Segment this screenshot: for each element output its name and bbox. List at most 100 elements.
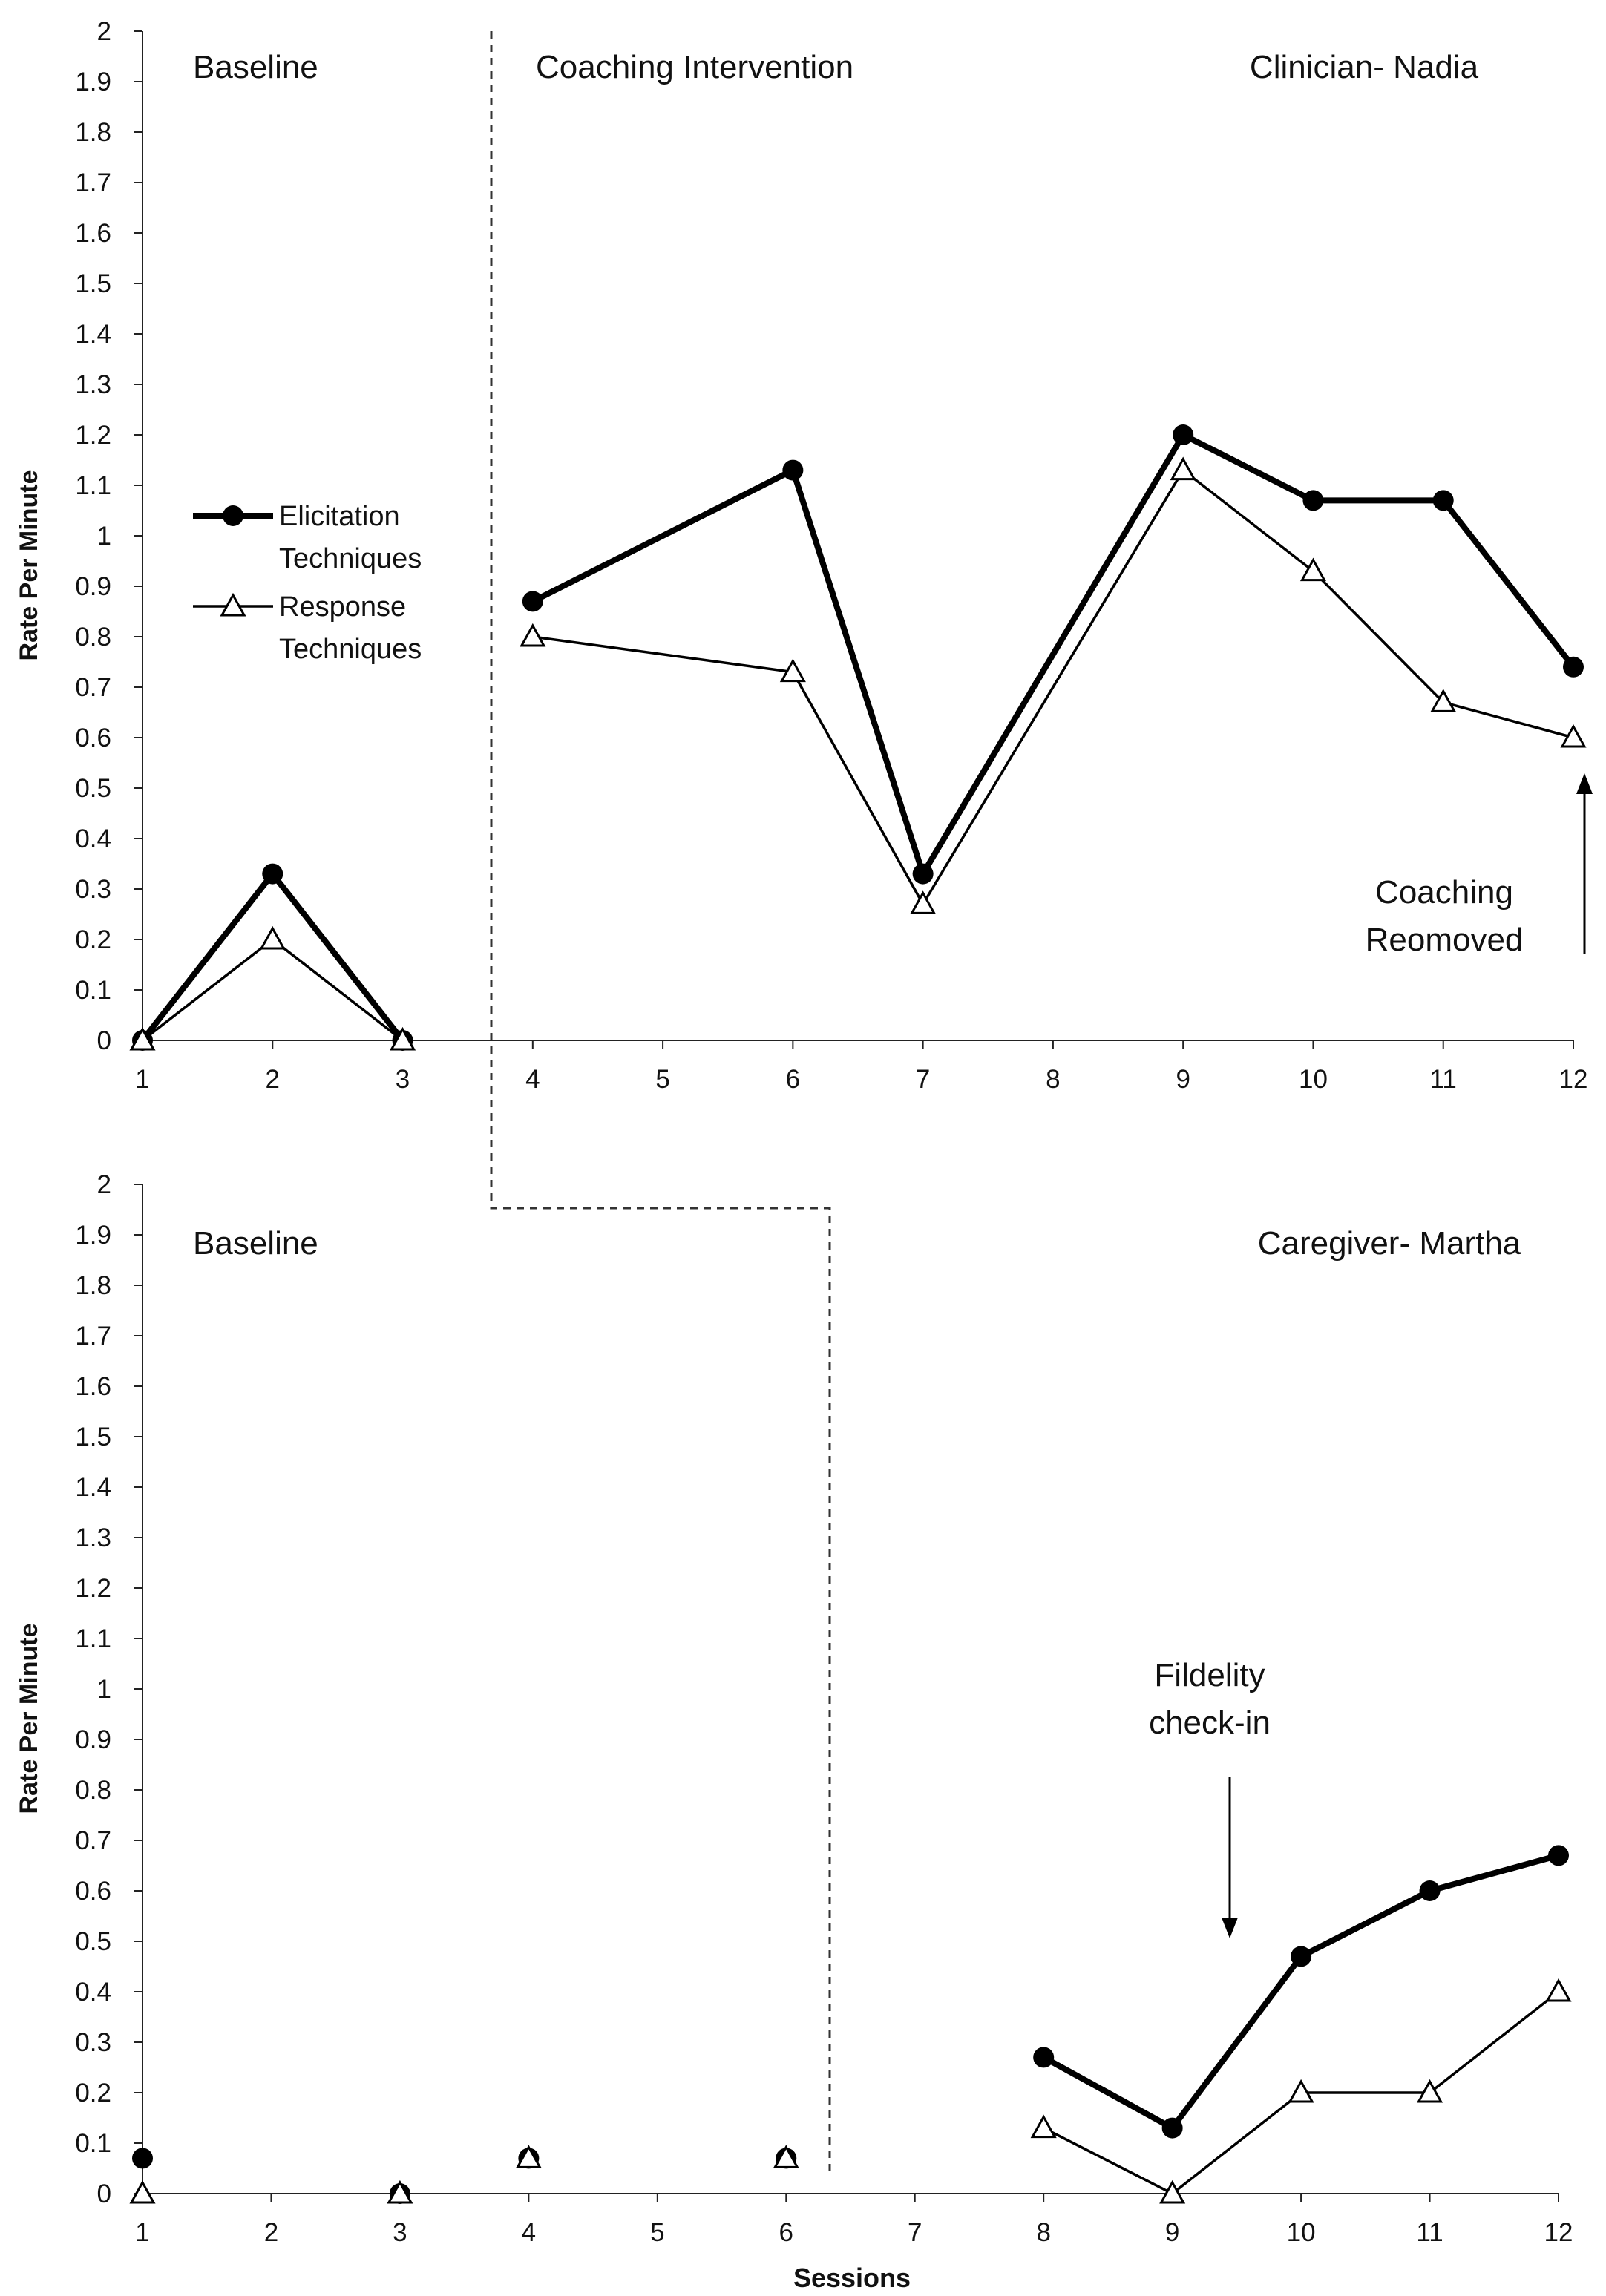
x-axis-label: Sessions [793,2263,911,2293]
y-tick-label: 0.5 [75,774,111,803]
data-point-circle [1302,490,1324,511]
data-point-triangle [129,1026,156,1051]
y-tick-label: 1.1 [75,471,111,500]
x-tick-label: 8 [1036,2218,1050,2247]
top-chart-panel: 0 0.1 0.2 0.3 0.4 0.5 0.6 0.7 0.8 0.9 1 1.1 1.2 1.3 1.… [15,17,1593,1094]
y-tick-label: 0.6 [75,724,111,752]
participant-label: Clinician- Nadia [1250,49,1479,85]
series-line [140,870,405,1043]
series-response [129,1978,1572,2204]
annotation-text: Coaching [1375,874,1513,911]
y-tick-label: 1.3 [75,1523,111,1552]
data-point-triangle [1288,2079,1314,2103]
y-tick-label: 0.5 [75,1927,111,1956]
y-tick-label: 0.2 [75,2079,111,2108]
x-tick-label: 11 [1430,1065,1457,1094]
y-tick-label: 1.8 [75,1271,111,1300]
series-line [531,432,1576,877]
data-point-triangle [1545,1978,1572,2002]
x-tick-label: 7 [916,1065,930,1094]
data-point-triangle [1299,557,1326,582]
y-tick-label: 0.3 [75,2028,111,2057]
x-tick-label: 5 [650,2218,664,2247]
annotation: Coaching Reomoved [1366,773,1593,958]
y-tick-label: 1.6 [75,1372,111,1401]
x-tick-label: 1 [135,2218,149,2247]
x-tick-label: 8 [1046,1065,1060,1094]
y-tick-label: 1.9 [75,1221,111,1250]
annotation-text: Reomoved [1366,922,1524,958]
y-tick-label: 0 [97,1026,111,1055]
y-tick-label: 1.3 [75,370,111,399]
data-point-triangle [520,623,546,647]
annotation-text: Fildelity [1154,1657,1265,1693]
data-point-circle [522,591,543,612]
data-point-triangle [1170,456,1196,481]
y-tick-label: 0.7 [75,673,111,702]
data-point-circle [1291,1946,1312,1967]
legend-label: Techniques [279,543,422,574]
y-tick-label: 2 [97,17,111,46]
y-tick-label: 0.1 [75,2129,111,2158]
y-tick-label: 0.8 [75,623,111,652]
legend-label: Elicitation [279,501,400,532]
legend-marker-circle [223,505,243,526]
x-tick-label: 9 [1176,1065,1190,1094]
data-point-circle [262,863,283,885]
x-tick-label: 7 [908,2218,922,2247]
data-point-circle [782,459,804,481]
data-point-triangle [259,925,286,950]
y-tick-label: 1.7 [75,1322,111,1351]
phase-label: Baseline [193,1225,318,1262]
y-tick-label: 2 [97,1170,111,1199]
x-tick-label: 2 [264,2218,278,2247]
x-tick-label: 3 [393,2218,407,2247]
x-tick-label: 3 [396,1065,410,1094]
series-line [532,468,1574,906]
y-tick-label: 1.4 [75,320,111,349]
data-point-circle [1432,490,1454,511]
y-tick-label: 1.5 [75,269,111,298]
x-tick-label: 6 [779,2218,793,2247]
data-point-circle [1548,1845,1569,1866]
series-elicitation [132,1845,1569,2204]
x-tick-label: 1 [135,1065,149,1094]
x-tick-label: 12 [1544,2218,1573,2247]
legend-label: Response [279,591,406,623]
y-tick-label: 0.9 [75,1725,111,1754]
x-tick-label: 2 [266,1065,280,1094]
data-point-triangle [1030,2114,1057,2139]
annotation-text: check-in [1149,1705,1271,1741]
data-point-triangle [389,1026,416,1051]
arrow-head-icon [1576,773,1593,794]
data-point-circle [1419,1880,1441,1901]
data-point-circle [1033,2047,1055,2068]
x-tick-label: 5 [655,1065,669,1094]
x-tick-label: 6 [786,1065,800,1094]
y-tick-label: 1 [97,1675,111,1704]
data-point-circle [1161,2117,1183,2139]
legend: Elicitation Techniques Response Techniques [193,501,422,665]
data-point-triangle [387,2179,413,2204]
data-point-triangle [515,2145,542,2168]
y-tick-label: 1.4 [75,1473,111,1502]
y-tick-label: 0 [97,2179,111,2208]
y-tick-label: 0.3 [75,875,111,904]
data-point-circle [1173,424,1194,445]
data-point-triangle [1159,2179,1186,2204]
phase-change-line [490,31,831,2174]
data-point-triangle [910,890,937,914]
y-tick-label: 1.8 [75,118,111,147]
y-tick-label: 0.7 [75,1826,111,1855]
phase-label: Coaching Intervention [536,49,853,85]
y-tick-label: 0.2 [75,925,111,954]
y-tick-label: 0.9 [75,572,111,601]
data-point-triangle [773,2145,799,2168]
y-tick-label: 0.8 [75,1776,111,1805]
arrow-head-icon [1222,1918,1238,1938]
y-tick-label: 1.2 [75,1574,111,1603]
phase-label: Baseline [193,49,318,85]
data-point-triangle [129,2179,156,2204]
data-point-triangle [1560,724,1587,748]
data-point-circle [132,2148,153,2169]
